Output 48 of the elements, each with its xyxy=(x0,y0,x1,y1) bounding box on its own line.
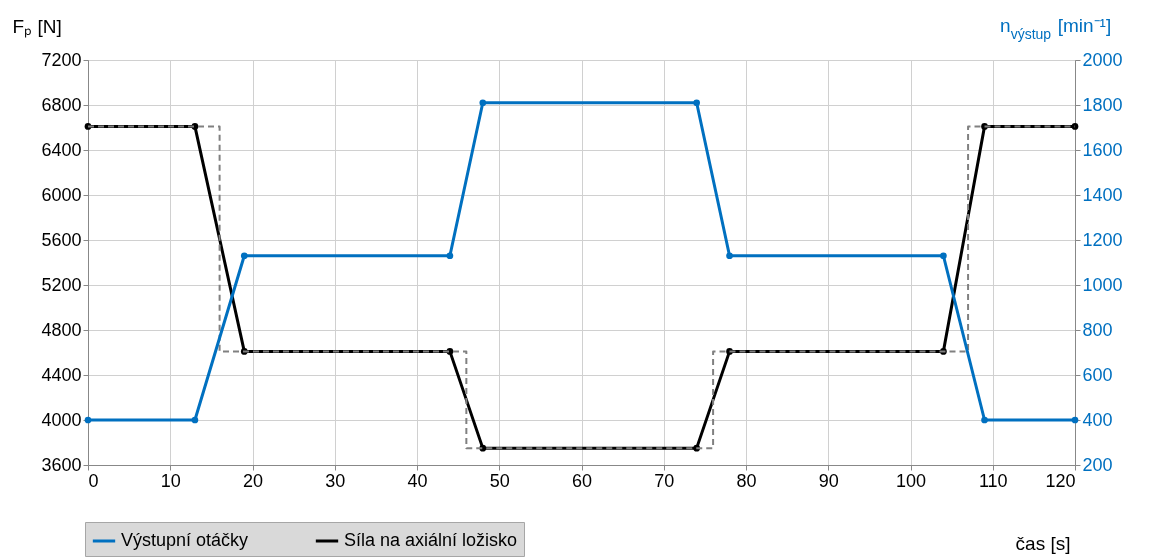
y-tick-label: 6000 xyxy=(41,184,82,205)
y2-tick-label: 400 xyxy=(1082,409,1113,430)
y-axis-title: Fₚ [N] xyxy=(12,15,62,38)
x-tick-label: 90 xyxy=(818,470,839,491)
y-tick-label: 5600 xyxy=(41,229,82,250)
x-tick-label: 110 xyxy=(978,470,1008,491)
x-tick-label: 100 xyxy=(895,470,927,491)
point xyxy=(726,252,733,260)
y2-tick-label: 200 xyxy=(1082,454,1113,475)
x-tick-label: 70 xyxy=(654,470,675,491)
y-tick-label: 7200 xyxy=(41,49,82,70)
legend-label: Síla na axiální ložisko xyxy=(344,530,518,550)
y-tick-label: 4000 xyxy=(41,409,82,430)
x-tick-label: 60 xyxy=(571,470,593,491)
x-tick-label: 30 xyxy=(325,470,346,491)
point xyxy=(84,416,92,424)
point xyxy=(1071,123,1079,130)
y2-tick-label: 1000 xyxy=(1082,274,1123,295)
point xyxy=(240,252,248,260)
point xyxy=(191,416,199,424)
point xyxy=(446,252,454,260)
y-tick-label: 5200 xyxy=(41,274,82,295)
x-axis-title: čas [s] xyxy=(1015,532,1071,554)
point xyxy=(940,252,947,260)
legend-label: Výstupní otáčky xyxy=(121,530,249,550)
y2-tick-label: 600 xyxy=(1082,364,1113,385)
x-tick-label: 120 xyxy=(1045,470,1076,491)
y-tick-label: 4800 xyxy=(41,319,82,340)
y-tick-label: 4400 xyxy=(41,364,82,385)
x-tick-label: 80 xyxy=(736,470,757,491)
y2-tick-label: 1800 xyxy=(1082,94,1123,115)
y2-tick-label: 800 xyxy=(1082,319,1113,340)
point xyxy=(1071,416,1079,424)
x-tick-label: 0 xyxy=(88,470,99,491)
y2-tick-label: 1200 xyxy=(1082,229,1123,250)
x-tick-label: 10 xyxy=(160,470,181,491)
y2-tick-label: 1400 xyxy=(1082,184,1123,205)
y2-tick-label: 1600 xyxy=(1082,139,1123,160)
y-tick-label: 6400 xyxy=(41,139,82,160)
x-tick-label: 40 xyxy=(407,470,428,491)
x-tick-label: 20 xyxy=(242,470,264,491)
y2-tick-label: 2000 xyxy=(1082,49,1123,70)
y-tick-label: 6800 xyxy=(41,94,82,115)
point xyxy=(479,99,487,107)
y-tick-label: 3600 xyxy=(41,454,82,475)
point xyxy=(693,99,700,107)
x-tick-label: 50 xyxy=(489,470,510,491)
point xyxy=(981,416,988,424)
